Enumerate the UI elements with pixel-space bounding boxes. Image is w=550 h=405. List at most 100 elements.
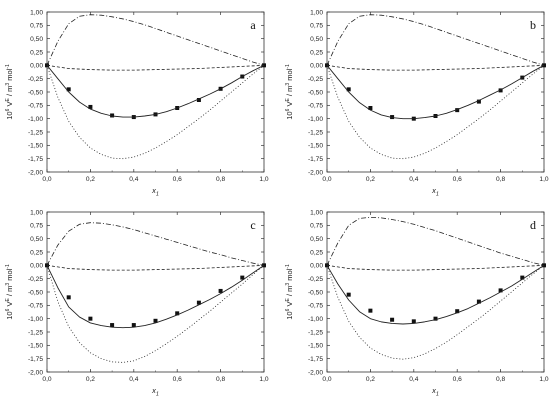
series-line-dashdot [326, 216, 545, 266]
x-tick-label: 0,6 [453, 176, 462, 183]
x-tick-label: 0,0 [322, 376, 331, 383]
y-tick-label: -1,00 [308, 316, 323, 323]
y-tick-label: 0,25 [310, 49, 323, 56]
y-tick-label: 0,75 [310, 23, 323, 30]
series-line-dashed [326, 264, 545, 271]
x-tick-label: 0,0 [42, 176, 51, 183]
series-line-solid [46, 264, 265, 329]
data-point [131, 323, 136, 328]
series-line-dashed [326, 64, 545, 71]
x-tick-label: 1,0 [539, 176, 548, 183]
data-point [390, 317, 395, 322]
y-tick-label: -0,50 [308, 289, 323, 296]
series-line-solid [46, 64, 265, 118]
chart-panel-b: 0,0 0,2 0,4 0,6 0,8 1,0 1,00 0,75 0,50 0,25 0,00 -0… [285, 9, 549, 198]
y-axis-title: 106 VE / m3 mol-1 [285, 264, 294, 320]
y-tick-label: -0,75 [28, 103, 43, 110]
x-axis-title: x1 [151, 186, 159, 198]
series-line-solid [326, 64, 545, 120]
y-axis-title: 106 VE / m3 mol-1 [5, 264, 14, 320]
x-tick-label: 0,8 [216, 376, 225, 383]
y-tick-label: 0,50 [30, 236, 43, 243]
y-tick-label: -1,75 [28, 156, 43, 163]
y-tick-label: -2,00 [28, 369, 43, 376]
y-tick-label: -0,75 [308, 303, 323, 310]
data-point [411, 319, 416, 324]
y-tick-label: -1,75 [28, 356, 43, 363]
y-tick-label: -1,25 [308, 329, 323, 336]
y-tick-label: 0,25 [30, 49, 43, 56]
data-point [240, 275, 245, 280]
y-tick-label: -1,25 [28, 329, 43, 336]
series-line-dashdot [326, 14, 545, 66]
series-line-dotted [46, 265, 265, 363]
y-tick-label: -0,25 [28, 76, 43, 83]
y-tick-label: 0,00 [30, 263, 43, 270]
chart-panel-a: 0,0 0,2 0,4 0,6 0,8 1,0 1,00 0,75 0,50 0,25 0,00 -0… [5, 9, 269, 198]
x-tick-label: 0,2 [366, 176, 375, 183]
data-point [368, 308, 373, 313]
data-point [455, 309, 460, 314]
x-tick-label: 0,6 [453, 376, 462, 383]
data-point [390, 115, 395, 120]
data-point [218, 288, 223, 293]
x-tick-label: 0,4 [129, 176, 138, 183]
y-tick-label: -2,00 [308, 169, 323, 176]
series-line-dashdot [46, 222, 265, 266]
y-tick-label: 1,00 [30, 209, 43, 216]
y-tick-label: 1,00 [310, 9, 323, 16]
x-tick-label: 0,2 [366, 376, 375, 383]
x-tick-label: 0,8 [216, 176, 225, 183]
series-line-dotted [326, 65, 545, 160]
data-point [368, 106, 373, 110]
y-tick-label: -1,75 [308, 356, 323, 363]
data-point [88, 316, 93, 321]
y-tick-label: -0,75 [28, 303, 43, 310]
y-tick-label: -2,00 [28, 169, 43, 176]
data-point [346, 292, 351, 297]
y-tick-label: -1,75 [308, 156, 323, 163]
y-tick-label: 1,00 [310, 209, 323, 216]
data-point [433, 316, 438, 321]
x-axis-title: x1 [431, 386, 439, 398]
data-point [520, 275, 525, 280]
series-line-dashed [46, 64, 265, 71]
series-line-dashdot [46, 14, 265, 66]
y-tick-label: 0,00 [30, 63, 43, 70]
panel-letter: b [530, 18, 536, 32]
data-point [153, 318, 158, 323]
x-axis-title: x1 [431, 186, 439, 198]
series-line-dashed [46, 264, 265, 271]
y-tick-label: -1,50 [28, 343, 43, 350]
x-tick-label: 0,6 [173, 176, 182, 183]
y-tick-label: -0,50 [28, 89, 43, 96]
y-tick-label: 0,00 [310, 263, 323, 270]
series-line-dotted [46, 65, 265, 160]
x-tick-label: 0,8 [496, 176, 505, 183]
x-tick-label: 0,8 [496, 376, 505, 383]
y-tick-label: -1,00 [308, 116, 323, 123]
data-point [110, 323, 115, 328]
y-tick-label: -1,00 [28, 316, 43, 323]
y-tick-label: -0,25 [308, 76, 323, 83]
y-axis-title: 106 VE / m3 mol-1 [285, 64, 294, 120]
data-point [66, 87, 71, 92]
x-tick-label: 0,6 [173, 376, 182, 383]
y-tick-label: -0,25 [28, 276, 43, 283]
x-tick-label: 0,2 [86, 176, 95, 183]
y-tick-label: -0,50 [28, 289, 43, 296]
x-tick-label: 1,0 [259, 376, 268, 383]
y-tick-label: -1,25 [28, 129, 43, 136]
y-tick-label: 0,50 [310, 36, 323, 43]
x-tick-label: 0,0 [42, 376, 51, 383]
chart-panel-d: 0,0 0,2 0,4 0,6 0,8 1,0 1,00 0,75 0,50 0,25 0,00 -0… [285, 209, 549, 398]
data-point [455, 108, 460, 113]
x-tick-label: 1,0 [539, 376, 548, 383]
panel-letter: c [250, 218, 255, 232]
y-tick-label: -2,00 [308, 369, 323, 376]
y-tick-label: -1,00 [28, 116, 43, 123]
data-point [498, 288, 503, 293]
data-point [196, 98, 201, 102]
data-point [110, 113, 115, 118]
